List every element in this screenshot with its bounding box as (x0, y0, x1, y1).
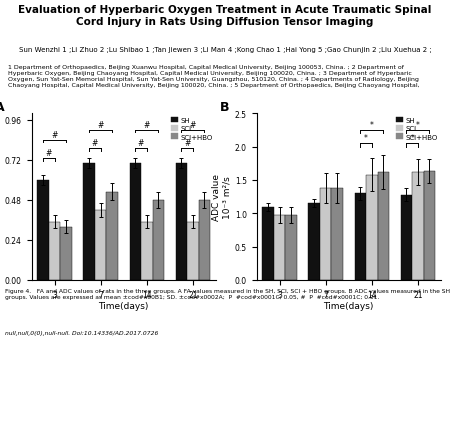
Bar (320, 188, 332, 280)
Y-axis label: ADC value
10⁻³ m²/s: ADC value 10⁻³ m²/s (212, 173, 232, 221)
Text: *: * (364, 134, 368, 143)
Bar (366, 175, 378, 280)
Bar (199, 201, 210, 280)
X-axis label: Time(days): Time(days) (324, 302, 374, 311)
Legend: SH, SCI, SCI+HBO: SH, SCI, SCI+HBO (171, 117, 212, 140)
Text: #: # (144, 121, 150, 130)
Text: null,null,0(0),null-null. Doi:10.14336/AD.2017.0726: null,null,0(0),null-null. Doi:10.14336/A… (5, 330, 158, 335)
Text: A: A (0, 101, 4, 113)
Bar (187, 222, 199, 280)
Text: Evaluation of Hyperbaric Oxygen Treatment in Acute Traumatic Spinal
Cord Injury : Evaluation of Hyperbaric Oxygen Treatmen… (18, 5, 432, 27)
Bar (285, 216, 297, 280)
Bar (49, 222, 60, 280)
Text: #: # (92, 139, 98, 148)
Bar (176, 164, 187, 280)
Text: B: B (220, 101, 229, 113)
Bar (274, 216, 285, 280)
Y-axis label: FA value: FA value (0, 178, 2, 216)
Text: #: # (45, 149, 52, 158)
Bar (412, 173, 424, 280)
Bar (95, 210, 107, 280)
Text: #: # (51, 131, 58, 140)
Bar (153, 201, 164, 280)
Text: *: * (410, 134, 414, 143)
Text: Sun Wenzhi 1 ;Li Zhuo 2 ;Lu Shibao 1 ;Tan Jiewen 3 ;Li Man 4 ;Kong Chao 1 ;Hai Y: Sun Wenzhi 1 ;Li Zhuo 2 ;Lu Shibao 1 ;Ta… (18, 47, 432, 53)
Bar (424, 172, 435, 280)
Text: #: # (184, 139, 190, 148)
Bar (130, 164, 141, 280)
Bar (83, 164, 95, 280)
Bar (60, 227, 72, 280)
Text: #: # (138, 139, 144, 148)
Bar (262, 207, 274, 280)
Text: #: # (98, 121, 104, 130)
Text: Figure 4.   FA and ADC values of rats in the three groups. A FA values measured : Figure 4. FA and ADC values of rats in t… (5, 288, 450, 300)
Text: #: # (190, 121, 196, 130)
Bar (378, 173, 389, 280)
Text: 1 Department of Orthopaedics, Beijing Xuanwu Hospital, Capital Medical Universit: 1 Department of Orthopaedics, Beijing Xu… (8, 65, 419, 88)
Bar (308, 204, 320, 280)
Bar (400, 195, 412, 280)
X-axis label: Time(days): Time(days) (99, 302, 149, 311)
Bar (37, 180, 49, 280)
Bar (141, 222, 153, 280)
Bar (107, 192, 118, 280)
Text: *: * (416, 120, 420, 130)
Text: *: * (370, 120, 374, 130)
Bar (332, 188, 343, 280)
Legend: SH, SCI, SCI+HBO: SH, SCI, SCI+HBO (396, 117, 437, 140)
Bar (355, 194, 366, 280)
